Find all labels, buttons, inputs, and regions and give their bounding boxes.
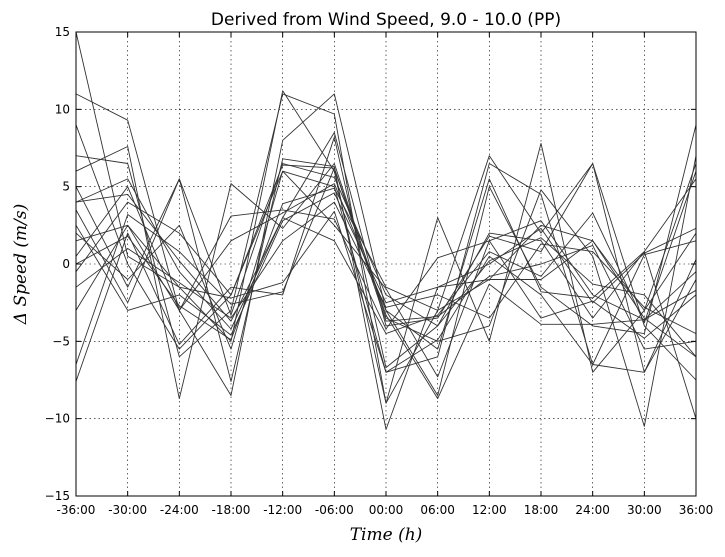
x-tick-label: 36:00: [679, 503, 714, 517]
x-tick-label: -18:00: [212, 503, 251, 517]
y-tick-label: 5: [62, 180, 70, 194]
x-tick-label: -12:00: [263, 503, 302, 517]
x-tick-label: 00:00: [369, 503, 404, 517]
series-line-7: [75, 132, 697, 381]
x-axis-label: Time (h): [350, 525, 423, 545]
x-tick-label: 18:00: [524, 503, 559, 517]
y-tick-label: 10: [55, 102, 70, 116]
x-tick-label: 12:00: [472, 503, 507, 517]
y-tick-label: 15: [55, 25, 70, 39]
series-line-13: [75, 187, 697, 341]
y-tick-label: −5: [52, 334, 70, 348]
series-line-15: [75, 201, 697, 335]
series-line-18: [75, 136, 697, 382]
series-line-5: [75, 146, 697, 427]
x-tick-label: 30:00: [627, 503, 662, 517]
series-line-17: [75, 167, 697, 365]
x-tick-label: 06:00: [420, 503, 455, 517]
x-tick-label: -30:00: [108, 503, 147, 517]
series-line-12: [75, 178, 697, 419]
y-tick-label: −10: [45, 412, 70, 426]
series-group: [75, 31, 697, 430]
x-tick-labels: -36:00 -30:00 -24:00 -18:00 -12:00 -06:00 00:0…: [57, 503, 714, 517]
y-tick-label: 0: [62, 257, 70, 271]
series-line-10: [75, 170, 697, 378]
x-tick-label: -06:00: [315, 503, 354, 517]
chart-title: Derived from Wind Speed, 9.0 - 10.0 (PP): [211, 10, 561, 30]
y-tick-labels: −15 −10 −5 0 5 10 15: [45, 25, 70, 503]
x-tick-label: 24:00: [575, 503, 610, 517]
series-line-8: [75, 163, 697, 327]
x-tick-label: -36:00: [57, 503, 96, 517]
ticks: [75, 31, 697, 497]
x-tick-label: -24:00: [160, 503, 199, 517]
y-tick-label: −15: [45, 489, 70, 503]
series-line-19: [75, 171, 697, 335]
series-line-16: [75, 210, 697, 373]
series-line-4: [75, 93, 697, 404]
y-axis-label: Δ Speed (m/s): [11, 204, 31, 325]
grid: [76, 32, 696, 496]
series-line-14: [75, 164, 697, 400]
